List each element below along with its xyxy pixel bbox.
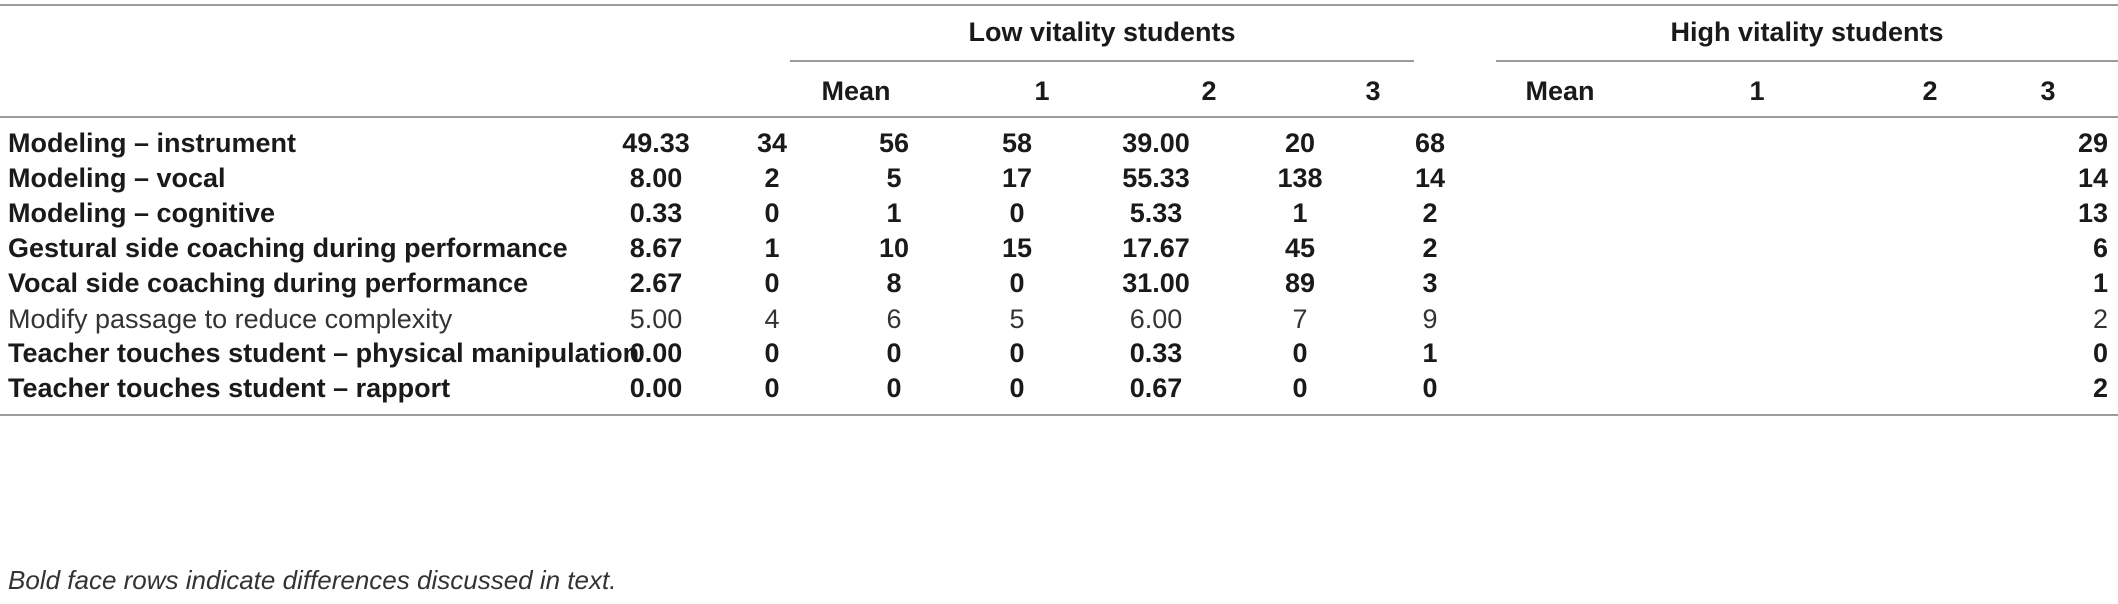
table-top-rule	[0, 4, 2118, 6]
table-cell: 0	[1422, 373, 1438, 403]
group-header-low-vitality: Low vitality students	[968, 17, 1236, 47]
table-cell: 56	[878, 128, 910, 158]
table-cell: 0	[2092, 338, 2108, 368]
table-cell: 2	[2092, 373, 2108, 403]
table-cell: 1	[764, 233, 780, 263]
table-cell: 0	[764, 198, 780, 228]
table-cell: 0.33	[629, 198, 683, 228]
col-header-low-2: 2	[1201, 76, 1217, 106]
table-cell: 5.00	[629, 304, 683, 334]
col-header-low-1: 1	[1034, 76, 1050, 106]
table-cell: 8	[886, 268, 902, 298]
table-cell: 31.00	[1122, 268, 1190, 298]
table-cell: 49.33	[622, 128, 690, 158]
col-header-high-1: 1	[1749, 76, 1765, 106]
table-cell: 0	[764, 373, 780, 403]
row-label: Teacher touches student – rapport	[8, 373, 451, 403]
table-cell: 6	[2092, 233, 2108, 263]
table-cell: 5.33	[1129, 198, 1183, 228]
row-label: Modeling – vocal	[8, 163, 226, 193]
table-cell: 2	[1422, 198, 1438, 228]
table-cell: 0	[886, 373, 902, 403]
high-group-underline	[1496, 60, 2118, 62]
table-cell: 6	[886, 304, 902, 334]
table-cell: 0.33	[1129, 338, 1183, 368]
table-cell: 0	[1009, 338, 1025, 368]
table-cell: 9	[1422, 304, 1438, 334]
table-cell: 45	[1284, 233, 1316, 263]
table-cell: 68	[1414, 128, 1446, 158]
table-cell: 6.00	[1129, 304, 1183, 334]
row-label: Vocal side coaching during performance	[8, 268, 529, 298]
table-cell: 13	[2077, 198, 2108, 228]
group-header-high-vitality: High vitality students	[1670, 17, 1944, 47]
table-cell: 0.67	[1129, 373, 1183, 403]
col-header-high-2: 2	[1922, 76, 1938, 106]
row-label: Modeling – instrument	[8, 128, 297, 158]
col-header-high-3: 3	[2040, 76, 2056, 106]
col-header-low-mean: Mean	[821, 76, 891, 106]
table-cell: 34	[756, 128, 788, 158]
table-cell: 138	[1277, 163, 1323, 193]
table-cell: 39.00	[1122, 128, 1190, 158]
table-cell: 1	[2092, 268, 2108, 298]
col-header-low-3: 3	[1365, 76, 1381, 106]
row-label: Gestural side coaching during performanc…	[8, 233, 568, 263]
table-cell: 8.67	[629, 233, 683, 263]
row-label: Modify passage to reduce complexity	[8, 304, 453, 334]
table-cell: 0	[1292, 338, 1308, 368]
table-cell: 14	[2077, 163, 2108, 193]
table-cell: 58	[1001, 128, 1033, 158]
table-cell: 2	[2092, 304, 2108, 334]
col-header-high-mean: Mean	[1525, 76, 1595, 106]
low-group-underline	[790, 60, 1414, 62]
table-cell: 4	[764, 304, 780, 334]
table-cell: 0.00	[629, 338, 683, 368]
table-cell: 2	[764, 163, 780, 193]
table-cell: 2	[1422, 233, 1438, 263]
table-cell: 0	[1009, 268, 1025, 298]
table-bottom-rule	[0, 414, 2118, 416]
table-cell: 89	[1284, 268, 1316, 298]
table-cell: 0	[764, 338, 780, 368]
table-cell: 7	[1292, 304, 1308, 334]
table-cell: 0	[886, 338, 902, 368]
table-cell: 55.33	[1122, 163, 1190, 193]
table-cell: 17	[1001, 163, 1033, 193]
table-cell: 0	[1009, 373, 1025, 403]
table-cell: 1	[1292, 198, 1308, 228]
table-cell: 2.67	[629, 268, 683, 298]
table-cell: 0	[764, 268, 780, 298]
table-footnote: Bold face rows indicate differences disc…	[8, 565, 617, 595]
table-cell: 0.00	[629, 373, 683, 403]
table-cell: 1	[1422, 338, 1438, 368]
table-cell: 20	[1284, 128, 1316, 158]
table-cell: 3	[1422, 268, 1438, 298]
table-cell: 5	[886, 163, 902, 193]
header-bottom-rule	[0, 116, 2118, 118]
row-label: Modeling – cognitive	[8, 198, 276, 228]
table-cell: 10	[878, 233, 910, 263]
row-label: Teacher touches student – physical manip…	[8, 338, 640, 368]
table-cell: 14	[1414, 163, 1446, 193]
table-cell: 15	[1001, 233, 1033, 263]
table-cell: 29	[2077, 128, 2108, 158]
table-cell: 0	[1292, 373, 1308, 403]
table-cell: 1	[886, 198, 902, 228]
table-cell: 8.00	[629, 163, 683, 193]
table-cell: 5	[1009, 304, 1025, 334]
table-cell: 0	[1009, 198, 1025, 228]
table-cell: 17.67	[1122, 233, 1190, 263]
